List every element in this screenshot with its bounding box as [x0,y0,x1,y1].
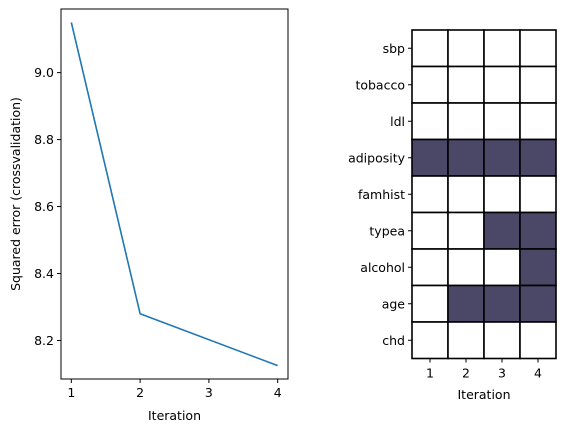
heatmap-row-label: ldl [390,114,405,129]
heatmap-row-label: sbp [383,41,405,56]
heatmap-cell [411,284,449,323]
heatmap-cell [447,65,485,104]
heatmap-row-label: alcohol [360,260,405,275]
heatmap-cell [519,248,557,287]
line-chart-plot-frame [60,8,289,380]
heatmap-row-label: famhist [358,187,405,202]
heatmap-cell [519,102,557,141]
heatmap-cell [483,102,521,141]
line-chart-series-line [70,22,278,367]
heatmap-cell [411,29,449,68]
line-chart-y-tick-label: 9.0 [34,65,54,80]
heatmap-cell [447,211,485,250]
heatmap-row-label: tobacco [355,77,405,92]
heatmap-chart: sbp tobacco ldl adiposity famhist typea alcoho… [348,29,557,402]
heatmap-cell [519,175,557,214]
heatmap-cell [483,138,521,177]
heatmap-cell [483,211,521,250]
heatmap-cell [483,175,521,214]
heatmap-column-label: 3 [498,366,506,381]
line-chart: 1 2 3 4 8.2 8.4 8.6 8.8 9.0 Iteration Squared er… [8,8,289,423]
heatmap-x-axis-label: Iteration [457,387,510,402]
heatmap-cell [519,284,557,323]
heatmap-cell [483,284,521,323]
heatmap-cell [411,138,449,177]
heatmap-cell [411,321,449,360]
line-chart-y-tick-label: 8.6 [34,199,54,214]
heatmap-cell [447,175,485,214]
heatmap-row-label: typea [369,223,405,238]
heatmap-cell [483,321,521,360]
heatmap-cell [411,211,449,250]
heatmap-column-label: 2 [462,366,470,381]
heatmap-cell [411,248,449,287]
line-chart-x-tick-label: 1 [67,385,75,400]
heatmap-cell [447,284,485,323]
heatmap-row-label: age [382,296,406,311]
line-chart-x-axis-label: Iteration [148,408,201,423]
line-chart-y-axis-label: Squared error (crossvalidation) [8,97,23,291]
heatmap-cell [411,65,449,104]
heatmap-column-label: 4 [534,366,542,381]
heatmap-cell [519,211,557,250]
heatmap-cell [519,29,557,68]
heatmap-cell [483,29,521,68]
line-chart-x-tick-label: 4 [274,385,282,400]
heatmap-column-label: 1 [426,366,434,381]
heatmap-cell [519,321,557,360]
heatmap-cell [519,65,557,104]
line-chart-x-tick-label: 3 [205,385,213,400]
line-chart-y-tick-label: 8.8 [34,132,54,147]
heatmap-cell [447,248,485,287]
heatmap-cell [411,102,449,141]
heatmap-cell [411,175,449,214]
heatmap-cell [483,248,521,287]
line-chart-y-tick-label: 8.4 [34,266,54,281]
heatmap-cell [447,102,485,141]
heatmap-cell [447,138,485,177]
line-chart-x-tick-label: 2 [136,385,144,400]
heatmap-row-label: chd [382,333,405,348]
heatmap-cell [447,321,485,360]
heatmap-cell [447,29,485,68]
heatmap-row-label: adiposity [348,150,406,165]
heatmap-cell [483,65,521,104]
line-chart-y-tick-label: 8.2 [34,333,54,348]
heatmap-cell [519,138,557,177]
